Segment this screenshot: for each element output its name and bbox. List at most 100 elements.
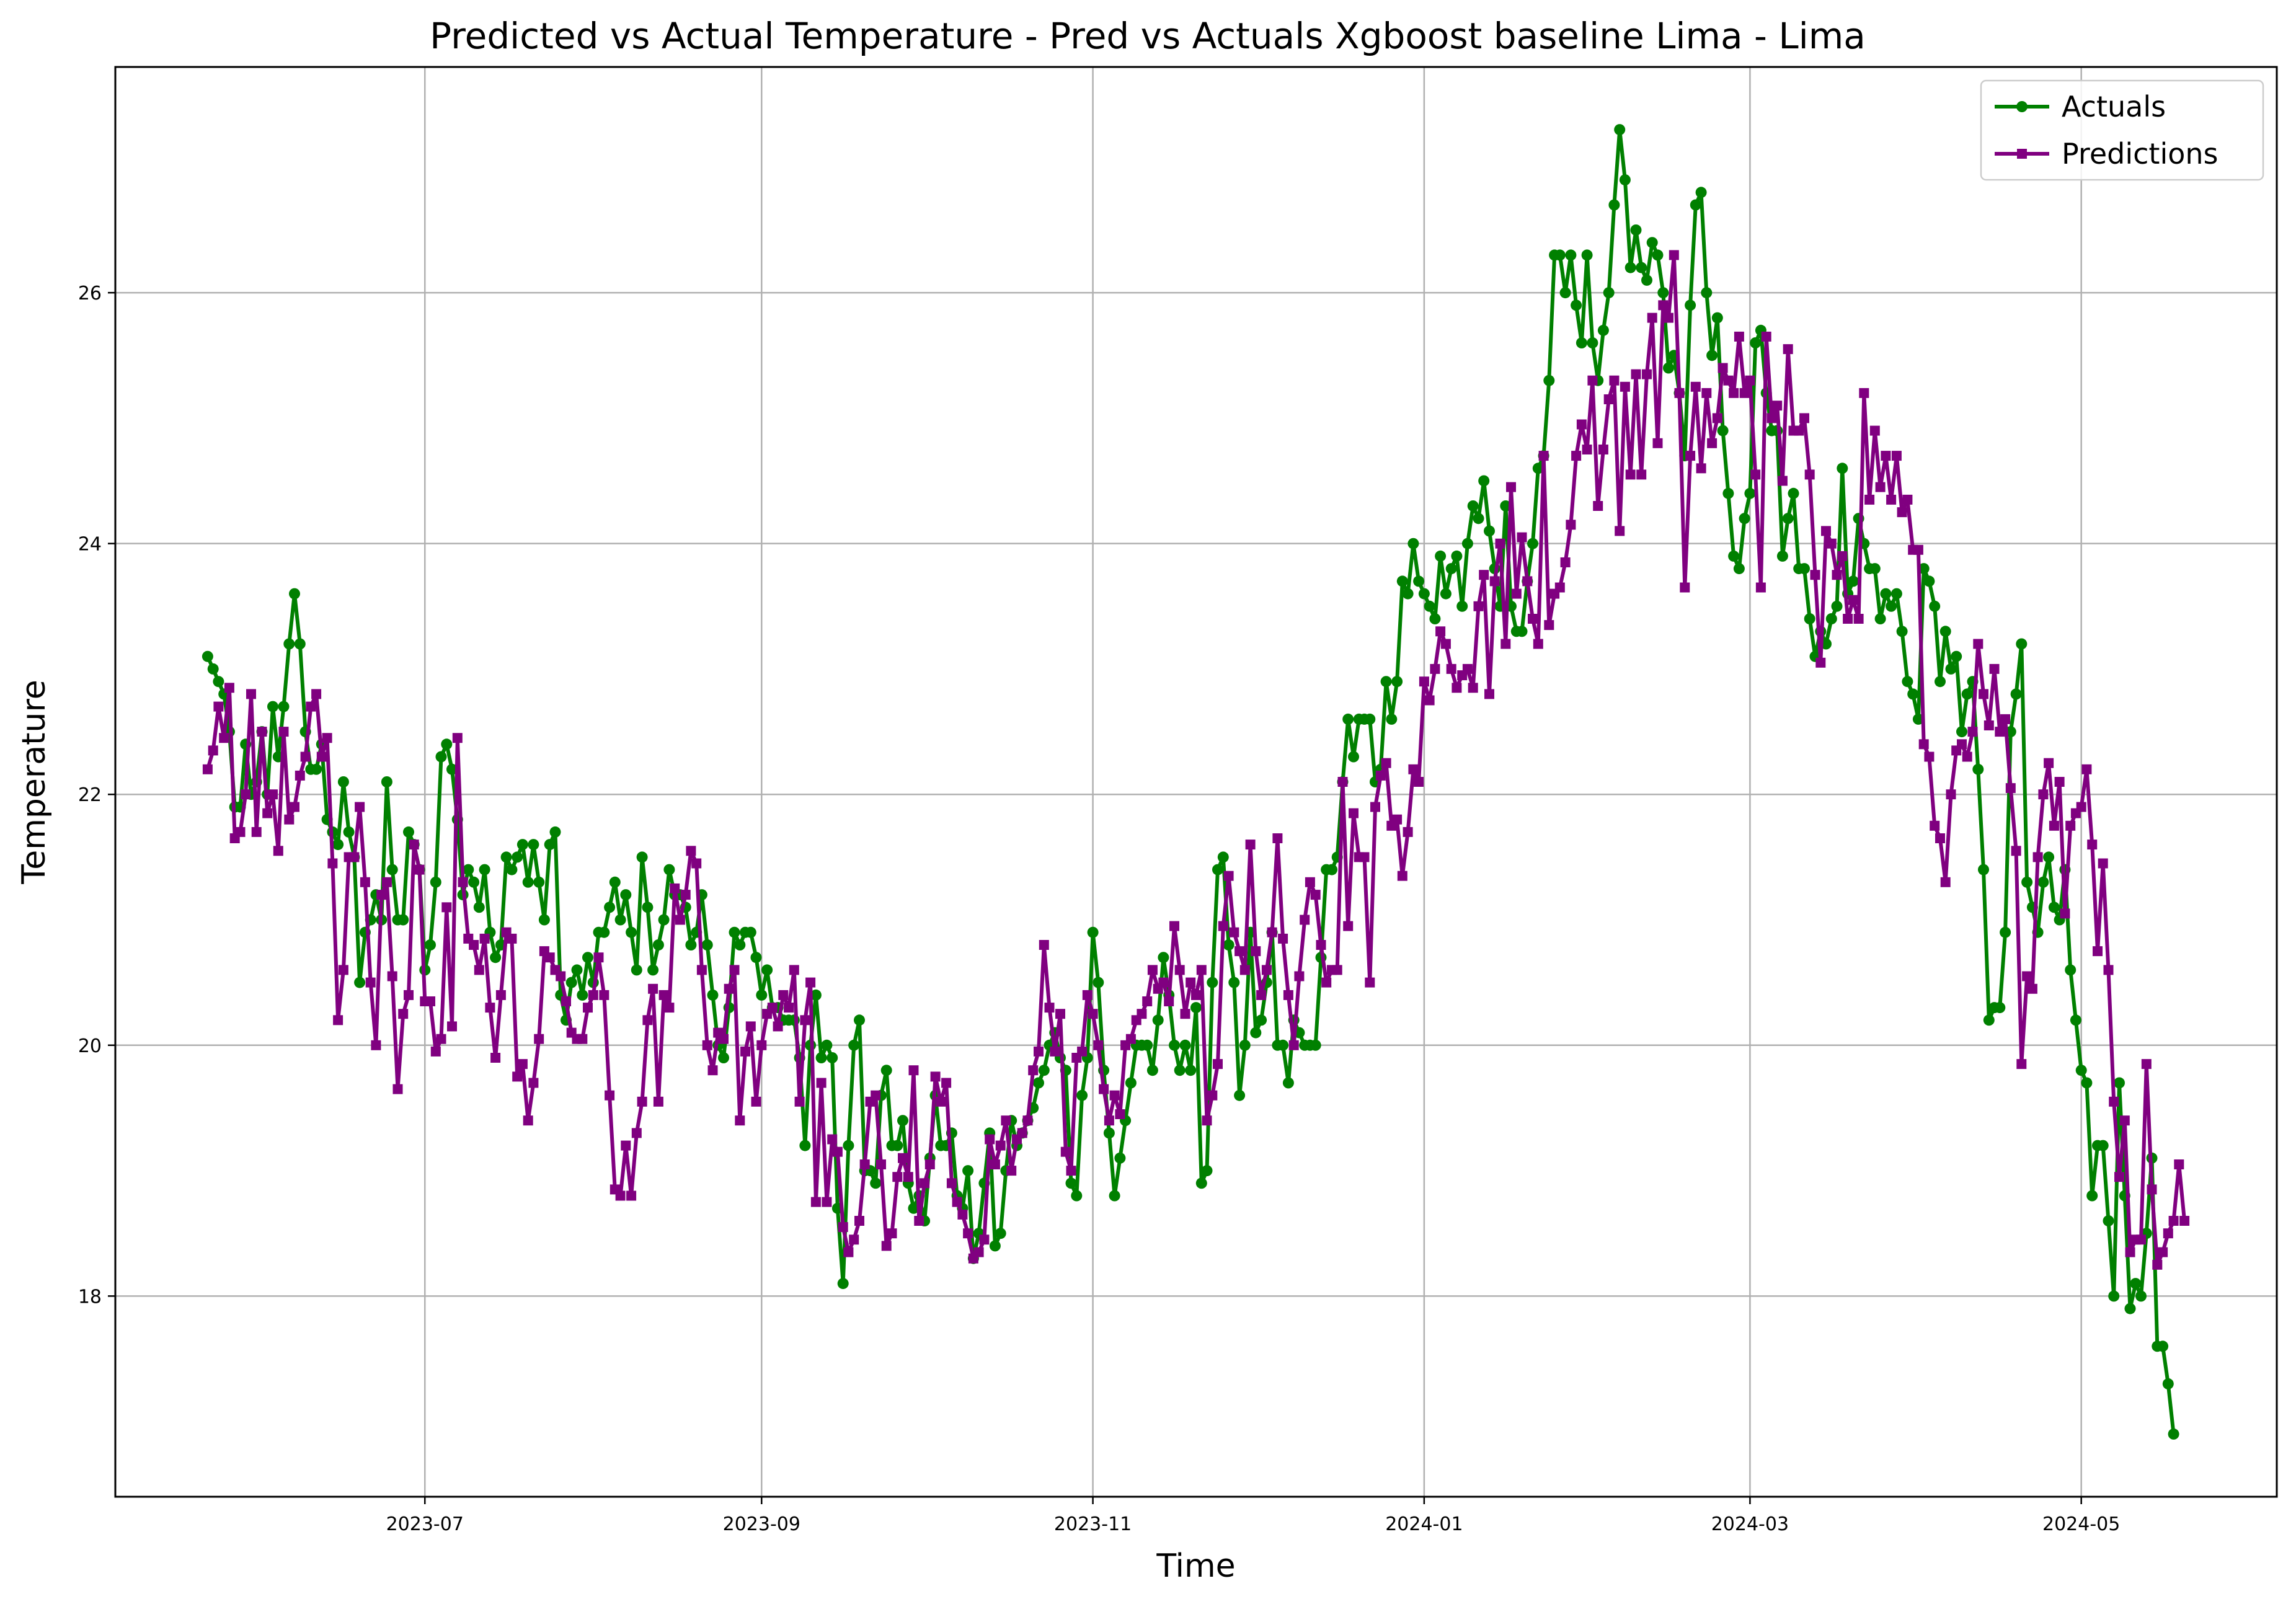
data-point: [2049, 820, 2059, 831]
data-point: [1349, 808, 1359, 818]
data-point: [295, 770, 305, 781]
data-point: [2103, 965, 2114, 975]
data-point: [1696, 463, 1706, 474]
data-point: [1739, 513, 1750, 525]
data-point: [1452, 683, 1462, 693]
data-point: [1902, 494, 1913, 505]
data-point: [1321, 977, 1332, 988]
data-point: [430, 1046, 441, 1057]
data-point: [1396, 575, 1408, 587]
data-point: [202, 650, 213, 662]
data-point: [1951, 650, 1962, 662]
data-point: [490, 952, 502, 964]
data-point: [2152, 1259, 2163, 1270]
data-point: [267, 701, 278, 712]
data-point: [1229, 927, 1239, 937]
data-point: [1744, 487, 1756, 499]
data-point: [1625, 469, 1636, 480]
data-point: [930, 1071, 941, 1082]
data-point: [892, 1140, 903, 1151]
data-point: [2086, 1190, 2098, 1202]
data-point: [1750, 337, 1762, 348]
data-point: [800, 1015, 810, 1026]
data-point: [327, 858, 338, 869]
data-point: [941, 1078, 952, 1088]
data-point: [1196, 965, 1207, 975]
legend: Actuals Predictions: [1980, 79, 2264, 181]
data-point: [1560, 557, 1571, 567]
data-point: [506, 864, 518, 875]
data-point: [1445, 563, 1457, 575]
data-point: [1179, 1039, 1191, 1051]
data-point: [1461, 538, 1473, 549]
data-point: [1093, 977, 1104, 988]
data-point: [963, 1228, 973, 1239]
data-point: [1408, 764, 1419, 774]
data-point: [821, 1039, 833, 1051]
data-point: [1680, 582, 1690, 593]
data-point: [1685, 299, 1696, 311]
data-point: [1076, 1089, 1088, 1101]
data-point: [1228, 977, 1240, 988]
y-axis-label: Temperature: [16, 680, 53, 884]
data-point: [300, 751, 311, 762]
x-tick-label: 2023-09: [723, 1513, 800, 1535]
data-point: [337, 776, 349, 787]
data-point: [549, 826, 561, 838]
data-point: [1642, 369, 1652, 379]
data-point: [1712, 413, 1722, 423]
data-point: [1223, 939, 1234, 950]
data-point: [1782, 513, 1794, 525]
data-point: [805, 977, 816, 988]
data-point: [1332, 965, 1342, 975]
data-point: [1864, 494, 1875, 505]
data-point: [887, 1228, 897, 1239]
data-point: [1728, 550, 1740, 562]
data-point: [1939, 626, 1951, 637]
data-point: [2174, 1159, 2184, 1169]
data-point: [1195, 1177, 1207, 1189]
data-point: [1115, 1109, 1125, 1119]
data-point: [1587, 337, 1598, 348]
data-point: [2021, 876, 2033, 888]
data-point: [479, 933, 490, 944]
data-point: [1559, 287, 1571, 299]
y-tick-label: 20: [78, 1035, 102, 1057]
data-point: [1690, 381, 1701, 392]
data-point: [903, 1172, 913, 1182]
data-point: [1213, 1059, 1223, 1070]
data-point: [761, 964, 773, 976]
legend-box: [1980, 79, 2264, 181]
data-point: [989, 1240, 1001, 1252]
data-point: [2037, 876, 2049, 888]
data-point: [1169, 921, 1179, 931]
data-point: [1739, 388, 1750, 398]
data-point: [485, 1003, 495, 1013]
data-point: [1554, 249, 1566, 261]
data-point: [1294, 971, 1305, 981]
data-point: [1055, 1009, 1065, 1019]
data-point: [702, 1040, 712, 1050]
data-point: [838, 1222, 848, 1233]
data-point: [1978, 864, 1989, 875]
data-point: [1517, 532, 1527, 543]
data-point: [354, 977, 366, 988]
data-point: [816, 1078, 827, 1088]
data-point: [1772, 401, 1783, 411]
data-point: [278, 701, 290, 712]
data-point: [1250, 1027, 1262, 1039]
data-point: [2136, 1234, 2146, 1245]
x-axis-label: Time: [1156, 1548, 1235, 1585]
data-point: [691, 858, 702, 869]
data-point: [1587, 375, 1598, 386]
data-point: [707, 1065, 718, 1076]
data-point: [1810, 570, 1820, 580]
data-point: [1989, 663, 2000, 674]
data-point: [1001, 1115, 1011, 1126]
data-point: [561, 996, 571, 1006]
data-point: [1467, 500, 1479, 512]
data-point: [2179, 1216, 2190, 1226]
data-point: [2108, 1290, 2120, 1302]
data-point: [2000, 926, 2011, 938]
